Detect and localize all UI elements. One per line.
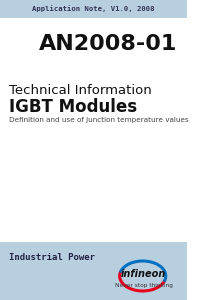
FancyBboxPatch shape	[0, 242, 187, 300]
Text: infineon: infineon	[121, 269, 166, 279]
Text: Application Note, V1.0, 2008: Application Note, V1.0, 2008	[32, 5, 154, 13]
Text: Industrial Power: Industrial Power	[9, 254, 95, 262]
Text: Technical Information: Technical Information	[9, 83, 152, 97]
Text: AN2008-01: AN2008-01	[39, 34, 177, 54]
Text: IGBT Modules: IGBT Modules	[9, 98, 137, 116]
FancyBboxPatch shape	[0, 0, 187, 18]
Text: Definition and use of junction temperature values: Definition and use of junction temperatu…	[9, 117, 189, 123]
Text: Never stop thinking: Never stop thinking	[115, 283, 173, 287]
